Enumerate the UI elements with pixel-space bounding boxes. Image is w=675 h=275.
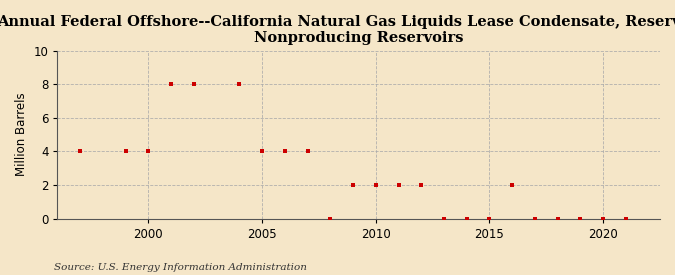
- Point: [234, 82, 245, 86]
- Point: [484, 216, 495, 221]
- Y-axis label: Million Barrels: Million Barrels: [15, 93, 28, 177]
- Point: [575, 216, 586, 221]
- Point: [552, 216, 563, 221]
- Point: [256, 149, 267, 154]
- Point: [530, 216, 541, 221]
- Point: [279, 149, 290, 154]
- Text: Source: U.S. Energy Information Administration: Source: U.S. Energy Information Administ…: [54, 263, 307, 272]
- Point: [166, 82, 177, 86]
- Point: [620, 216, 631, 221]
- Point: [461, 216, 472, 221]
- Point: [120, 149, 131, 154]
- Point: [188, 82, 199, 86]
- Point: [371, 183, 381, 187]
- Title: Annual Federal Offshore--California Natural Gas Liquids Lease Condensate, Reserv: Annual Federal Offshore--California Natu…: [0, 15, 675, 45]
- Point: [393, 183, 404, 187]
- Point: [439, 216, 450, 221]
- Point: [348, 183, 358, 187]
- Point: [302, 149, 313, 154]
- Point: [75, 149, 86, 154]
- Point: [507, 183, 518, 187]
- Point: [143, 149, 154, 154]
- Point: [598, 216, 609, 221]
- Point: [325, 216, 335, 221]
- Point: [416, 183, 427, 187]
